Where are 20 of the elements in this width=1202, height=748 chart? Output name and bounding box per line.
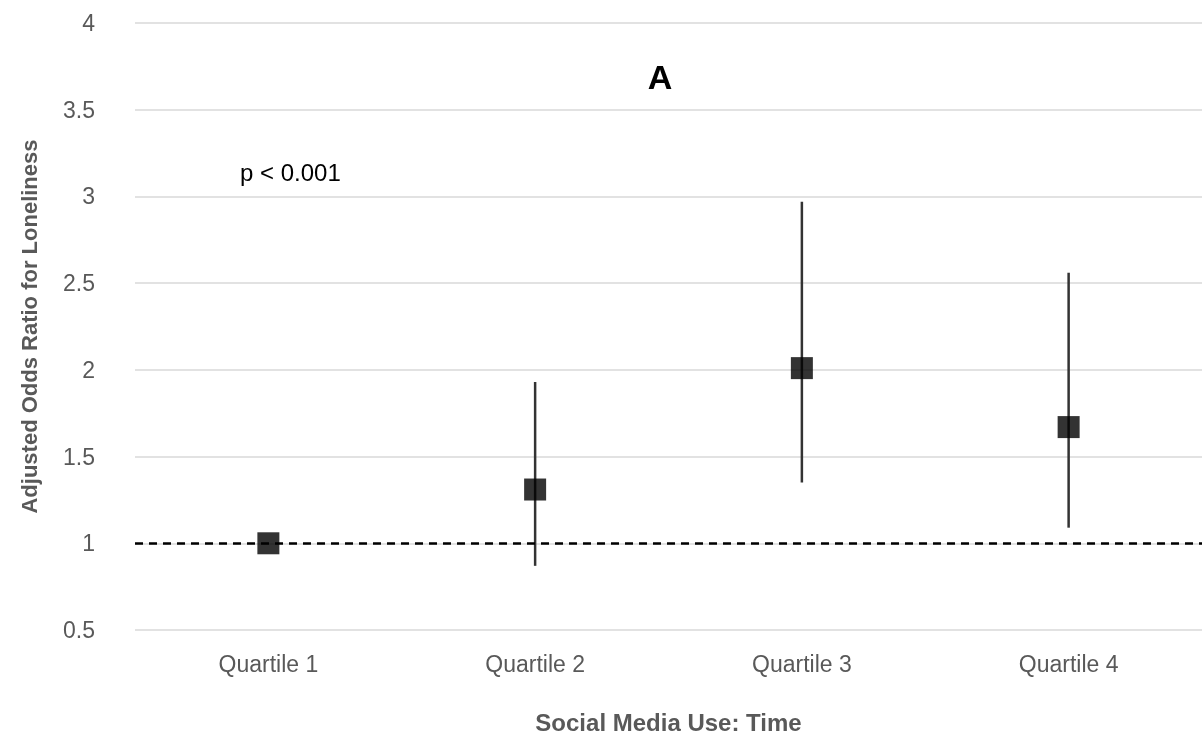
annotation: p < 0.001: [240, 158, 341, 186]
y-tick-label: 1: [82, 530, 95, 557]
y-tick-label: 3.5: [63, 96, 95, 123]
point: [1057, 416, 1080, 439]
y-tick-label: 3: [82, 183, 95, 210]
text: A: [647, 58, 673, 96]
point: [524, 478, 547, 501]
x-tick-label: Quartile 1: [218, 650, 319, 677]
x-tick-label: Quartile 2: [485, 650, 585, 677]
y-tick-label: 2: [82, 356, 95, 383]
x-tick-label: Quartile 3: [752, 650, 852, 677]
y-tick-label: 1.5: [63, 443, 95, 470]
x-tick-label: Quartile 4: [1018, 650, 1119, 677]
x-axis-title: Social Media Use: Time: [535, 708, 802, 736]
y-axis-title: Adjusted Odds Ratio for Loneliness: [16, 139, 42, 514]
y-tick-label: 0.5: [63, 617, 95, 643]
point: [790, 357, 813, 380]
y-tick-label: 4: [82, 10, 96, 36]
y-tick-label: 2.5: [63, 270, 95, 297]
point: [257, 532, 280, 555]
